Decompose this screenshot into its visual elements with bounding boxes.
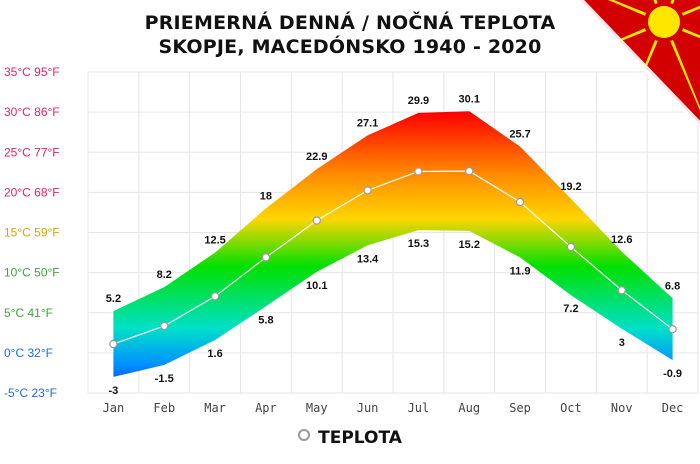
data-labels: 5.2 8.2 12.5 18 22.9 27.1 29.9 30.1 25.7 19.2 12.6… xyxy=(106,93,682,397)
low-value-label: 1.6 xyxy=(207,348,222,360)
legend-label: TEPLOTA xyxy=(318,428,402,448)
low-value-label: -3 xyxy=(109,385,119,397)
x-tick-label: Dec xyxy=(662,401,684,415)
high-value-label: 18 xyxy=(260,190,272,202)
low-value-label: 15.2 xyxy=(459,239,480,251)
y-tick-label: 20°C 68°F xyxy=(4,185,60,199)
flag-ray xyxy=(666,30,700,125)
chart-title: PRIEMERNÁ DENNÁ / NOČNÁ TEPLOTA xyxy=(144,12,556,34)
high-value-label: 8.2 xyxy=(157,269,172,281)
high-value-label: 22.9 xyxy=(306,151,327,163)
x-tick-label: Jun xyxy=(357,401,379,415)
legend[interactable]: TEPLOTA xyxy=(0,428,700,448)
x-tick-label: May xyxy=(306,401,328,415)
mean-point xyxy=(210,292,220,301)
chart-subtitle: SKOPJE, MACEDÓNSKO 1940 - 2020 xyxy=(158,36,542,58)
high-value-label: 27.1 xyxy=(357,117,378,129)
y-tick-label: 35°C 95°F xyxy=(4,65,60,79)
temperature-range-band xyxy=(113,111,673,377)
x-tick-label: Feb xyxy=(153,401,175,415)
mean-point xyxy=(617,286,626,295)
mean-point xyxy=(465,166,474,176)
low-value-label: 3 xyxy=(619,337,625,349)
low-value-label: 13.4 xyxy=(357,253,379,265)
low-value-label: 15.3 xyxy=(408,238,429,250)
low-value-label: -1.5 xyxy=(155,373,174,385)
low-value-label: -0.9 xyxy=(663,368,682,380)
x-tick-label: Jul xyxy=(408,401,430,415)
mean-point xyxy=(312,216,321,225)
mean-point xyxy=(160,321,169,331)
mean-point xyxy=(261,253,271,262)
mean-point xyxy=(109,339,118,349)
y-tick-label: 5°C 41°F xyxy=(4,306,53,320)
x-tick-label: Nov xyxy=(611,401,633,415)
mean-point xyxy=(668,325,677,334)
legend-marker-icon xyxy=(298,429,311,441)
x-tick-label: Sep xyxy=(509,401,531,415)
mean-point xyxy=(414,167,423,176)
x-tick-label: Oct xyxy=(560,401,582,415)
high-value-label: 25.7 xyxy=(509,129,530,141)
low-value-label: 11.9 xyxy=(510,265,531,277)
mean-point xyxy=(363,186,372,195)
flag-ray xyxy=(580,0,656,20)
high-value-label: 5.2 xyxy=(106,293,121,305)
y-tick-label: 25°C 77°F xyxy=(4,145,60,159)
high-value-label: 19.2 xyxy=(560,181,581,193)
mean-point xyxy=(515,197,525,207)
y-axis: 35°C 95°F 30°C 86°F 25°C 77°F 20°C 68°F 15°C… xyxy=(4,65,60,400)
high-value-label: 12.5 xyxy=(204,235,225,247)
y-tick-label: 10°C 50°F xyxy=(4,266,60,280)
high-value-label: 29.9 xyxy=(408,95,429,107)
y-tick-label: 30°C 86°F xyxy=(4,105,60,119)
low-value-label: 5.8 xyxy=(258,314,273,326)
mean-point xyxy=(566,242,576,252)
high-value-label: 30.1 xyxy=(459,93,480,105)
high-value-label: 6.8 xyxy=(665,280,680,292)
north-macedonia-flag-icon xyxy=(580,0,700,125)
y-tick-label: 15°C 59°F xyxy=(4,226,60,240)
high-value-label: 12.6 xyxy=(611,234,632,246)
low-value-label: 7.2 xyxy=(563,303,578,315)
y-tick-label: -5°C 23°F xyxy=(4,386,57,400)
x-tick-label: Aug xyxy=(458,401,480,415)
mean-temperature-line xyxy=(113,170,673,345)
x-axis: Jan Feb Mar Apr May Jun Jul Aug Sep Oct Nov Dec xyxy=(103,401,684,415)
mean-points xyxy=(109,166,677,349)
low-value-label: 10.1 xyxy=(306,280,327,292)
x-tick-label: Jan xyxy=(103,401,125,415)
y-tick-label: 0°C 32°F xyxy=(4,346,53,360)
x-tick-label: Mar xyxy=(204,401,226,415)
x-tick-label: Apr xyxy=(255,401,277,415)
